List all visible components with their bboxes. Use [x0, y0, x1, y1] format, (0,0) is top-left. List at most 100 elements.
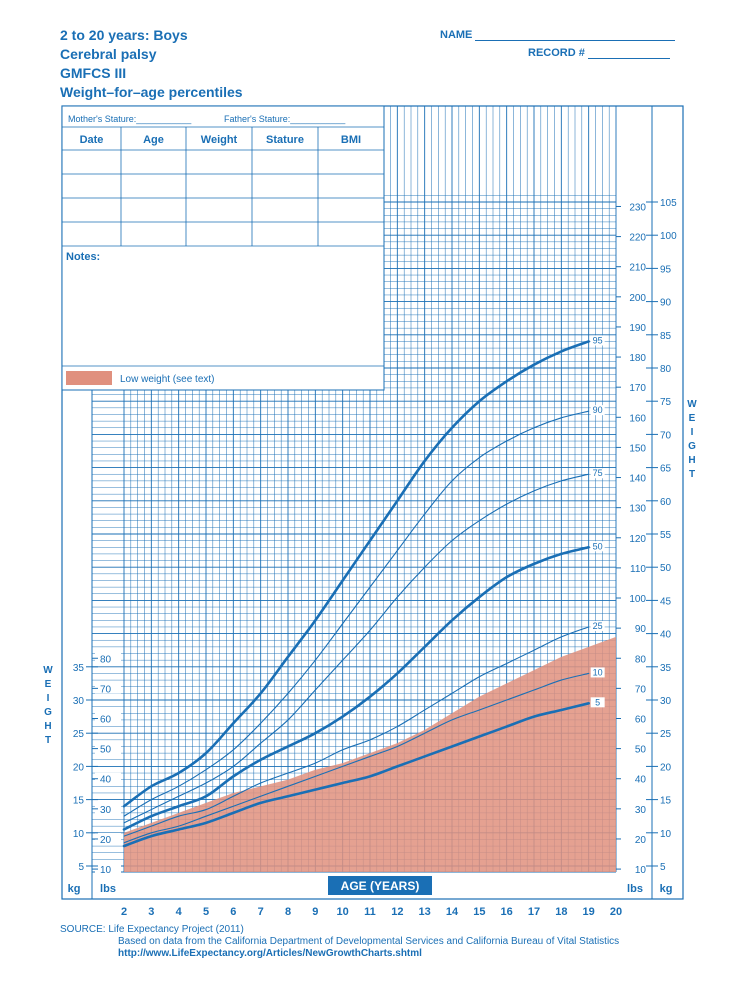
percentile-label-p95: 95: [593, 335, 603, 345]
percentile-line-p90: [123, 410, 590, 817]
tick-bg: [621, 531, 647, 543]
tick-bg: [621, 230, 647, 242]
tick-bg: [95, 832, 121, 844]
tick-bg: [95, 863, 121, 875]
left-lb-unit: lbs: [100, 883, 116, 895]
left-kg-tick-label: 10: [73, 829, 85, 840]
left-kg-tick-label: 15: [73, 796, 85, 807]
percentile-label-p90: 90: [593, 405, 603, 415]
x-tick-label: 19: [583, 906, 595, 918]
x-tick-label: 18: [555, 906, 567, 918]
x-tick-label: 4: [176, 906, 183, 918]
low-weight-band: [124, 636, 616, 872]
tick-bg: [621, 561, 647, 573]
side-letter: G: [44, 707, 52, 718]
right-kg-tick-label: 25: [660, 729, 672, 740]
x-axis-label: AGE (YEARS): [341, 879, 420, 893]
x-tick-label: 17: [528, 906, 540, 918]
percentile-line-p10: [123, 672, 590, 844]
right-kg-tick-label: 80: [660, 364, 672, 375]
tick-bg: [621, 381, 647, 393]
grid: [61, 105, 684, 900]
side-letter: G: [688, 441, 696, 452]
right-kg-tick-label: 30: [660, 696, 672, 707]
right-lb-tick-label: 180: [629, 353, 646, 364]
percentile-line-p50: [122, 545, 590, 831]
right-kg-tick-label: 75: [660, 397, 672, 408]
source-url[interactable]: http://www.LifeExpectancy.org/Articles/N…: [118, 948, 422, 959]
x-tick-label: 15: [473, 906, 485, 918]
x-tick-label: 16: [501, 906, 513, 918]
low-weight-area: [124, 636, 616, 872]
right-lb-tick-label: 50: [635, 745, 647, 756]
tick-bg: [95, 712, 121, 724]
x-tick-label: 3: [148, 906, 154, 918]
left-kg-tick-label: 30: [73, 696, 85, 707]
right-kg-tick-label: 10: [660, 829, 672, 840]
percentile-label-p25: 25: [593, 621, 603, 631]
form-column-header: Age: [143, 134, 164, 146]
tick-bg: [95, 742, 121, 754]
right-kg-tick-label: 55: [660, 530, 672, 541]
tick-bg: [621, 742, 647, 754]
x-tick-label: 12: [391, 906, 403, 918]
right-kg-tick-label: 50: [660, 563, 672, 574]
percentile-label-bg: [590, 335, 605, 346]
source-line-2: Based on data from the California Depart…: [118, 936, 620, 947]
x-tick-label: 2: [121, 906, 127, 918]
axes: 10 20 30 40 50 60 70 80 90 100 110 120 130 140 150 160 1…: [68, 106, 677, 918]
right-lb-tick-label: 190: [629, 323, 646, 334]
right-kg-tick-label: 65: [660, 464, 672, 475]
right-lb-tick-label: 80: [635, 654, 647, 665]
tick-bg: [95, 772, 121, 784]
right-lb-tick-label: 110: [630, 564, 646, 575]
x-tick-label: 14: [446, 906, 459, 918]
record-input-line[interactable]: [587, 46, 670, 59]
x-tick-label: 6: [230, 906, 236, 918]
percentile-label-p75: 75: [593, 468, 603, 478]
side-letter: E: [44, 679, 52, 690]
record-label: RECORD #: [528, 47, 585, 59]
chart-title-block: 2 to 20 years: Boys Cerebral palsy GMFCS…: [60, 26, 243, 102]
name-label: NAME: [440, 29, 473, 41]
right-kg-tick-label: 90: [660, 298, 672, 309]
x-tick-label: 13: [419, 906, 431, 918]
form-column-header: Stature: [266, 134, 304, 146]
left-kg-tick-label: 35: [73, 663, 85, 674]
right-lb-unit: lbs: [627, 883, 643, 895]
tick-bg: [621, 200, 647, 212]
side-letter: H: [44, 721, 52, 732]
right-lb-tick-label: 150: [629, 443, 646, 454]
name-input-line[interactable]: [475, 28, 676, 41]
source-note: SOURCE: Life Expectancy Project (2011) B…: [60, 924, 619, 960]
right-kg-tick-label: 20: [660, 762, 672, 773]
left-lb-tick-label: 70: [100, 684, 112, 695]
right-kg-tick-label: 40: [660, 630, 672, 641]
percentile-label-bg: [590, 667, 605, 678]
percentile-label-bg: [590, 468, 605, 479]
record-field[interactable]: RECORD #: [528, 46, 670, 59]
right-lb-tick-label: 10: [635, 865, 647, 876]
tick-bg: [621, 652, 647, 664]
name-field[interactable]: NAME: [440, 28, 676, 41]
right-kg-tick-label: 105: [660, 198, 677, 209]
legend-swatch: [66, 371, 112, 385]
tick-bg: [621, 772, 647, 784]
left-lb-tick-label: 20: [100, 835, 112, 846]
tick-bg: [621, 592, 647, 604]
x-axis-label-bg: [328, 876, 432, 895]
right-kg-tick-label: 35: [660, 663, 672, 674]
right-lb-tick-label: 100: [629, 594, 646, 605]
left-lb-tick-label: 60: [100, 714, 112, 725]
tick-bg: [621, 471, 647, 483]
tick-bg: [621, 622, 647, 634]
tick-bg: [621, 682, 647, 694]
percentile-label-bg: [590, 620, 605, 631]
tick-bg: [621, 441, 647, 453]
right-lb-tick-label: 200: [629, 293, 646, 304]
left-kg-tick-label: 25: [73, 729, 85, 740]
x-tick-label: 5: [203, 906, 209, 918]
right-kg-tick-label: 5: [660, 862, 666, 873]
